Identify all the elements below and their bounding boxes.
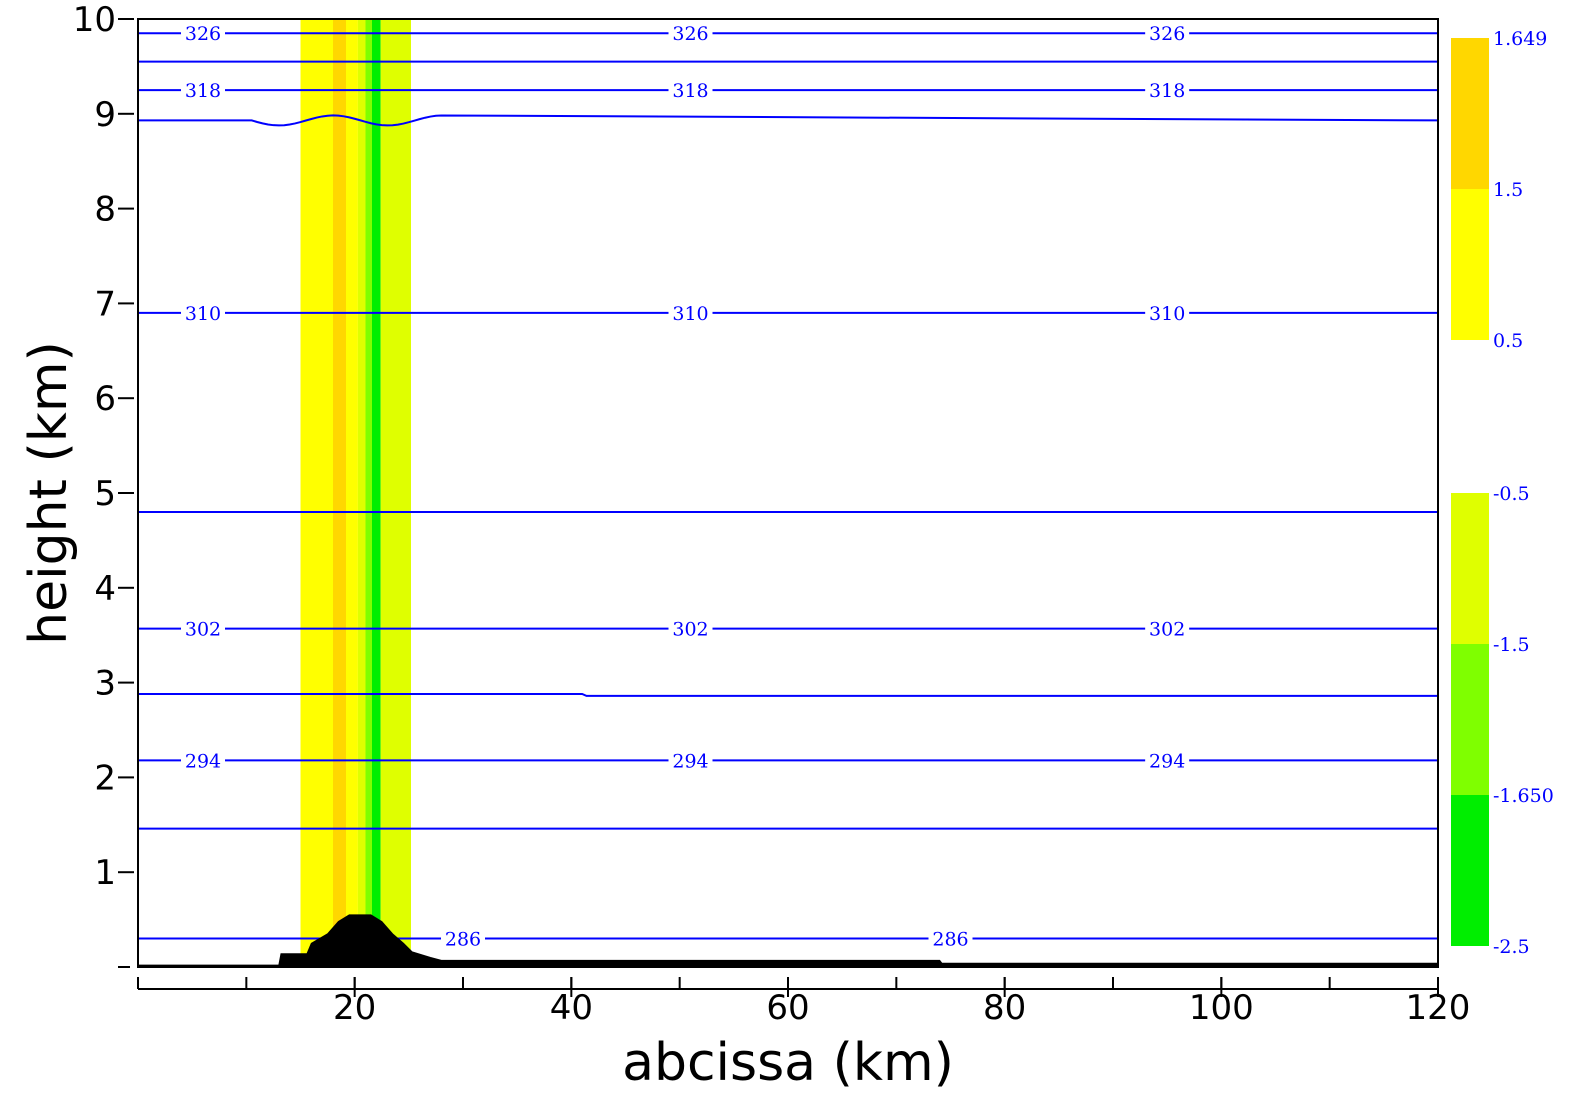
- isentrope-label-2-2: 318: [1149, 80, 1185, 102]
- shaded-band-0: [300, 19, 333, 967]
- terrain-mountain: [137, 914, 1439, 968]
- plot-frame: [137, 18, 1439, 968]
- y-tick-label-0: 1: [94, 853, 116, 893]
- colorbar-positive-label-2: 0.5: [1493, 330, 1523, 352]
- y-tick-label-9: 10: [73, 0, 116, 40]
- isentrope-label-4-2: 310: [1149, 303, 1185, 325]
- isentrope-label-bg-2-2: [1145, 79, 1190, 102]
- shaded-bands: [300, 19, 411, 967]
- isentrope-label-10-1: 286: [932, 929, 968, 951]
- isentrope-label-bg-10-0: [441, 927, 485, 950]
- isentrope-7: [138, 692, 1438, 697]
- colorbar-negative-label-2: -1.650: [1493, 785, 1554, 807]
- y-tick-label-1: 2: [94, 758, 116, 798]
- colorbar-negative-label-3: -2.5: [1493, 936, 1530, 958]
- isentrope-label-8-0: 294: [185, 750, 221, 772]
- isentrope-label-bg-4-2: [1145, 301, 1190, 324]
- isentrope-label-6-1: 302: [672, 619, 708, 641]
- isentrope-label-bg-8-2: [1145, 749, 1190, 772]
- isentrope-label-0-1: 326: [672, 23, 708, 45]
- isentrope-label-bg-6-2: [1145, 617, 1190, 640]
- y-tick-label-7: 8: [94, 190, 116, 230]
- isentrope-label-bg-6-0: [181, 617, 225, 640]
- isentrope-label-8-1: 294: [672, 750, 708, 772]
- isentrope-0: 326 326 326: [138, 22, 1438, 45]
- isentrope-label-2-0: 318: [185, 80, 221, 102]
- isentrope-label-bg-0-1: [668, 22, 713, 45]
- x-tick-label-2: 60: [766, 988, 809, 1028]
- colorbar-positive-segment-1: [1451, 189, 1489, 340]
- x-tick-label-3: 80: [983, 988, 1026, 1028]
- colorbar-negative-label-0: -0.5: [1493, 483, 1530, 505]
- isentrope-label-bg-4-0: [181, 301, 225, 324]
- isentrope-6: 302 302 302: [138, 617, 1438, 641]
- x-tick-label-4: 100: [1189, 988, 1254, 1028]
- axes: 20 40 60 80 100 120 1 2 3 4 5 6 7 8 9 10: [73, 0, 1471, 1028]
- y-tick-label-6: 7: [94, 284, 116, 324]
- shaded-band-2: [346, 19, 358, 967]
- isentrope-8: 294 294 294: [138, 749, 1438, 772]
- y-axis-title: height (km): [19, 341, 79, 645]
- isentrope-label-bg-2-0: [181, 79, 225, 102]
- colorbar-positive-label-0: 1.649: [1493, 28, 1547, 50]
- isentrope-line-7: [138, 692, 1438, 697]
- isentrope-label-bg-10-1: [928, 927, 973, 950]
- shaded-band-3: [357, 19, 366, 967]
- colorbar-negative-label-1: -1.5: [1493, 634, 1530, 656]
- isentrope-label-0-2: 326: [1149, 23, 1185, 45]
- shaded-band-5: [372, 19, 381, 967]
- isentrope-label-bg-6-1: [668, 617, 713, 640]
- x-axis-title: abcissa (km): [622, 1033, 954, 1093]
- y-tick-label-5: 6: [94, 379, 116, 419]
- isentrope-label-4-0: 310: [185, 303, 221, 325]
- shaded-band-4: [365, 19, 372, 967]
- isentrope-label-bg-0-2: [1145, 22, 1190, 45]
- isentrope-label-bg-8-1: [668, 749, 713, 772]
- isentrope-label-4-1: 310: [672, 303, 708, 325]
- terrain: [137, 914, 1439, 968]
- isentrope-label-bg-2-1: [668, 79, 713, 102]
- colorbars: 1.649 1.5 0.5 -0.5 -1.5 -1.650 -2.5: [1451, 28, 1554, 958]
- colorbar-negative-segment-0: [1451, 493, 1489, 644]
- isentrope-label-bg-0-0: [181, 22, 225, 45]
- y-tick-label-8: 9: [94, 95, 116, 135]
- isentrope-label-bg-8-0: [181, 749, 225, 772]
- isentrope-4: 310 310 310: [138, 301, 1438, 325]
- y-tick-label-3: 4: [94, 569, 116, 609]
- colorbar-negative-segment-2: [1451, 795, 1489, 946]
- isentrope-label-6-2: 302: [1149, 619, 1185, 641]
- isentrope-label-bg-4-1: [668, 301, 713, 324]
- isentrope-label-2-1: 318: [672, 80, 708, 102]
- isentrope-3: [138, 114, 1439, 127]
- x-tick-label-5: 120: [1406, 988, 1471, 1028]
- shaded-band-1: [333, 19, 346, 967]
- colorbar-positive-segment-0: [1451, 38, 1489, 189]
- isentrope-label-10-0: 286: [445, 929, 481, 951]
- x-tick-label-0: 20: [333, 988, 376, 1028]
- y-tick-label-2: 3: [94, 664, 116, 704]
- isentrope-2: 318 318 318: [138, 79, 1438, 102]
- y-tick-label-4: 5: [94, 474, 116, 514]
- x-tick-label-1: 40: [550, 988, 593, 1028]
- isentrope-label-8-2: 294: [1149, 750, 1185, 772]
- colorbar-positive-label-1: 1.5: [1493, 179, 1523, 201]
- shaded-band-6: [380, 19, 411, 967]
- isentrope-label-0-0: 326: [185, 23, 221, 45]
- colorbar-negative-segment-1: [1451, 644, 1489, 795]
- isentrope-line-3: [138, 114, 1439, 127]
- isentrope-label-6-0: 302: [185, 619, 221, 641]
